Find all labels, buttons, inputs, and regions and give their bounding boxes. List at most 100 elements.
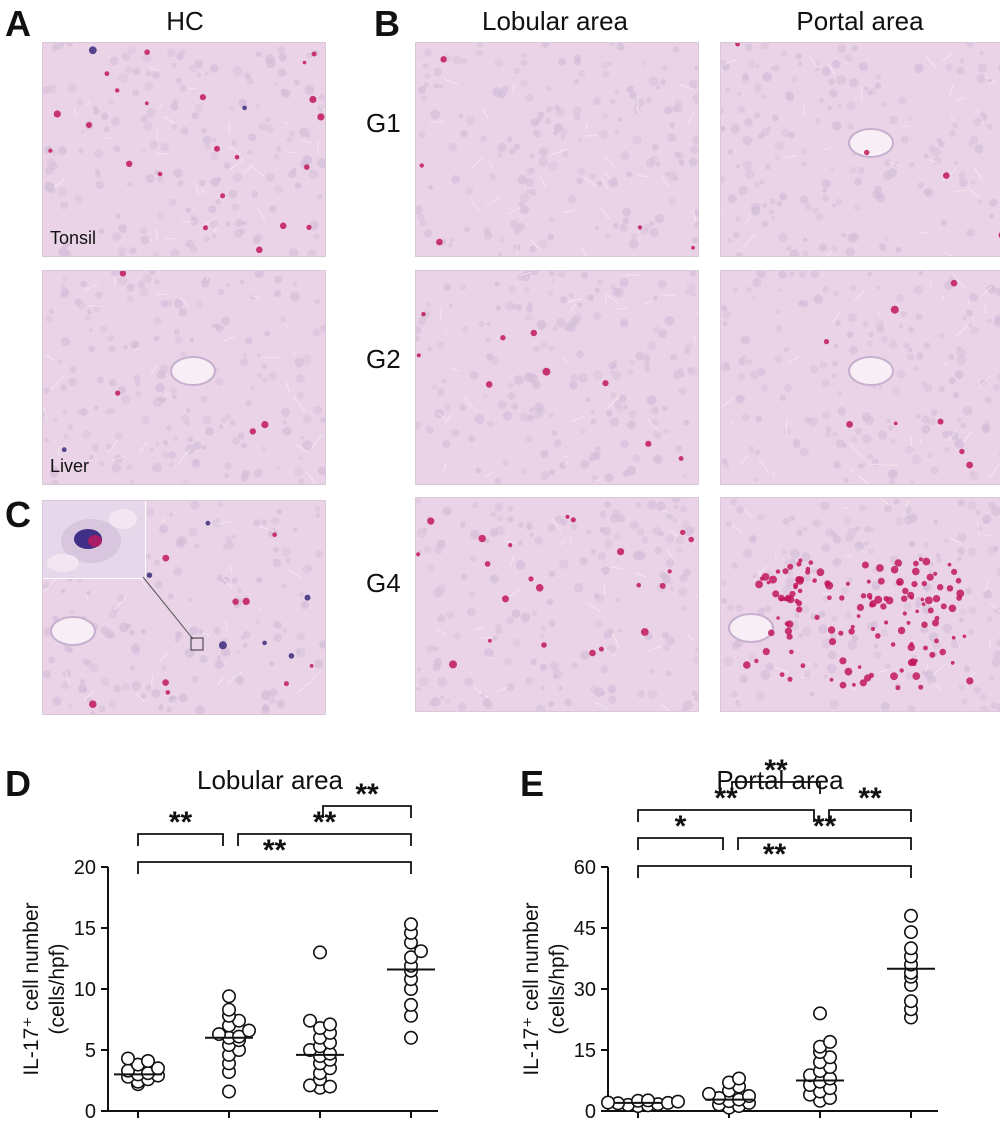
portal-column-title: Portal area: [796, 6, 924, 36]
g1-lobular-micrograph: [415, 42, 699, 257]
significance-bracket: [637, 865, 912, 878]
chart-d-title: Lobular area: [197, 765, 343, 795]
significance-bracket: [137, 861, 412, 874]
data-point: [312, 945, 327, 960]
data-point: [601, 1095, 616, 1110]
data-point: [222, 989, 237, 1004]
significance-label: **: [764, 754, 788, 787]
data-point: [403, 1030, 418, 1045]
liver-hc-tissue-image: [43, 271, 325, 484]
panel-letter-a: A: [5, 3, 31, 44]
significance-label: **: [858, 782, 882, 815]
significance-bracket: [828, 809, 912, 822]
significance-label: **: [263, 834, 287, 867]
data-point: [242, 1023, 257, 1038]
y-axis-label: IL-17⁺ cell number: [520, 902, 543, 1075]
panel-letter-b: B: [374, 3, 400, 44]
cell-inset: [43, 501, 146, 579]
g4-portal-tissue-image: [721, 498, 1000, 711]
x-tick-label: G2-G3: [790, 1126, 850, 1129]
significance-bracket: [322, 805, 412, 818]
data-point: [903, 941, 918, 956]
g4-lobular-tissue-image: [416, 498, 698, 711]
tonsil-label: Tonsil: [50, 228, 97, 248]
data-point: [403, 950, 418, 965]
data-point: [222, 1002, 237, 1017]
data-point: [903, 925, 918, 940]
chart-e: 0 15 30 45 60 HC G0-G1 G2-G3 G4 IL-17⁺ cell numbe…: [520, 754, 938, 1129]
significance-label: **: [813, 810, 837, 843]
g1-portal-micrograph: [720, 42, 1000, 257]
g2-portal-micrograph: [720, 270, 1000, 485]
data-point: [403, 997, 418, 1012]
g2-portal-tissue-image: [721, 271, 1000, 484]
y-axis-label-units: (cells/hpf): [46, 943, 69, 1034]
y-tick-label: 5: [85, 1040, 96, 1062]
row-label-g4: G4: [366, 568, 401, 598]
liver-label: Liver: [50, 456, 90, 476]
liver-hc-micrograph: Liver: [42, 270, 326, 485]
panel-letter-c: C: [5, 494, 31, 535]
significance-label: **: [714, 782, 738, 815]
y-axis-label-units: (cells/hpf): [546, 943, 569, 1034]
significance-bracket: [637, 809, 815, 822]
y-tick-label: 10: [74, 979, 96, 1001]
significance-label: **: [313, 806, 337, 839]
data-point: [903, 994, 918, 1009]
x-tick-label: G0-G1: [199, 1126, 259, 1129]
y-tick-label: 20: [74, 857, 96, 879]
x-tick-label: G4: [398, 1126, 425, 1129]
inset-cell-image: [47, 509, 137, 572]
g1-portal-tissue-image: [721, 43, 1000, 256]
significance-label: *: [675, 810, 687, 843]
g4-lobular-micrograph: [415, 497, 699, 712]
panel-c-micrograph: [42, 500, 326, 715]
significance-bracket: [737, 837, 912, 850]
data-point: [121, 1051, 136, 1066]
data-point: [302, 1013, 317, 1028]
data-point: [141, 1054, 156, 1069]
panel-letter-d: D: [5, 763, 31, 804]
x-tick-label: G2-G3: [290, 1126, 350, 1129]
significance-label: **: [169, 806, 193, 839]
significance-bracket: [637, 837, 724, 850]
data-point: [403, 917, 418, 932]
y-tick-label: 0: [85, 1101, 96, 1123]
g1-lobular-tissue-image: [416, 43, 698, 256]
tonsil-micrograph: Tonsil: [42, 42, 326, 257]
g2-lobular-tissue-image: [416, 271, 698, 484]
tonsil-tissue-image: [43, 43, 325, 256]
y-axis-label: IL-17⁺ cell number: [20, 902, 43, 1075]
data-point: [322, 1017, 337, 1032]
data-point: [903, 908, 918, 923]
data-point: [822, 1034, 837, 1049]
y-tick-label: 0: [585, 1101, 596, 1123]
significance-bracket: [137, 833, 224, 846]
data-point: [413, 944, 428, 959]
y-tick-label: 15: [74, 918, 96, 940]
data-point: [641, 1093, 656, 1108]
lobular-column-title: Lobular area: [482, 6, 628, 36]
y-tick-label: 45: [574, 918, 596, 940]
x-tick-label: G0-G1: [699, 1126, 759, 1129]
row-label-g1: G1: [366, 108, 401, 138]
hc-column-title: HC: [166, 6, 204, 36]
data-point: [671, 1094, 686, 1109]
significance-bracket: [237, 833, 412, 846]
x-tick-label: G4: [898, 1126, 925, 1129]
row-label-g2: G2: [366, 344, 401, 374]
inset-callout: [142, 576, 204, 651]
data-point: [302, 1078, 317, 1093]
data-point: [732, 1071, 747, 1086]
significance-label: **: [763, 838, 787, 871]
g2-lobular-micrograph: [415, 270, 699, 485]
data-point: [232, 1029, 247, 1044]
y-tick-label: 60: [574, 857, 596, 879]
data-point: [322, 1079, 337, 1094]
g4-portal-micrograph: [720, 497, 1000, 712]
data-point: [812, 1006, 827, 1021]
chart-d: 0 5 10 15 20 HC G0-G1 G2-G3 G4 IL-17⁺ cell number…: [20, 778, 438, 1129]
significance-label: **: [355, 778, 379, 811]
data-point: [702, 1086, 717, 1101]
chart-e-title: Portal area: [716, 765, 844, 795]
